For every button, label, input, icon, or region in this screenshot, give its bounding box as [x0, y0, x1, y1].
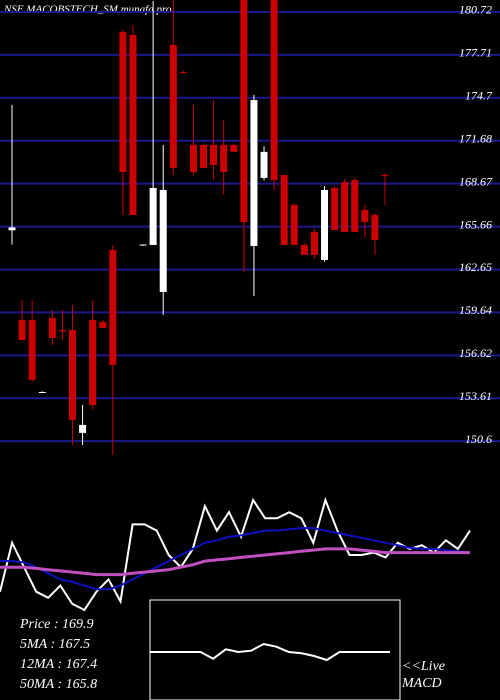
legend-entry: 50MA : 165.8 [20, 677, 97, 692]
candle-body [381, 174, 389, 177]
chart-title: NSE MACOBSTECH_SM munafa.pro [3, 4, 172, 16]
y-tick-label: 180.72 [459, 3, 492, 17]
y-tick-label: 174.7 [465, 89, 493, 103]
candle-body [290, 204, 298, 245]
indicator-line [0, 547, 470, 577]
y-tick-label: 150.6 [465, 432, 492, 446]
y-tick-label: 162.65 [459, 260, 492, 274]
candle-body [89, 319, 97, 405]
candle-body [240, 0, 248, 223]
candle-body [321, 189, 329, 260]
candle-body [149, 187, 157, 245]
y-tick-label: 177.71 [459, 46, 492, 60]
candle-body [8, 227, 16, 231]
candle-body [341, 181, 349, 232]
indicator-line [0, 496, 471, 612]
candle-body [300, 244, 308, 255]
candle-body [361, 209, 369, 223]
y-tick-label: 171.68 [459, 132, 492, 146]
candle-body [159, 189, 167, 292]
y-tick-label: 165.66 [459, 217, 492, 231]
candle-body [109, 249, 117, 365]
candle-body [179, 71, 187, 73]
candle-body [210, 144, 218, 166]
candle-body [28, 319, 36, 380]
macd-box [149, 599, 401, 700]
candle-body [351, 179, 359, 232]
y-tick-label: 156.62 [459, 346, 492, 360]
candle-body [371, 215, 379, 240]
candle-body [119, 31, 127, 172]
candle-body [58, 330, 66, 332]
candle-body [68, 330, 76, 420]
candle-body [139, 244, 147, 246]
candle-body [129, 34, 137, 216]
candle-body [200, 144, 208, 169]
candle-body [260, 151, 268, 178]
legend-entry: 12MA : 167.4 [20, 657, 97, 672]
candle-body [189, 144, 197, 172]
candle-body [169, 45, 177, 169]
candle-body [18, 319, 26, 341]
candle-body [310, 231, 318, 255]
candle-body [280, 174, 288, 245]
y-tick-label: 168.67 [459, 174, 493, 188]
candle-body [230, 144, 238, 152]
legend-entry: Price : 169.9 [19, 617, 93, 632]
macd-label: <<Live [402, 659, 445, 674]
candle-body [250, 100, 258, 246]
candle-body [79, 424, 87, 433]
candle-body [38, 392, 46, 394]
legend-entry: 5MA : 167.5 [20, 637, 90, 652]
candle-body [48, 317, 56, 339]
candle-body [270, 0, 278, 180]
candle-body [331, 187, 339, 230]
candle-body [220, 144, 228, 172]
indicator-line [0, 527, 471, 591]
y-tick-label: 159.64 [459, 303, 492, 317]
macd-label: MACD [401, 676, 442, 691]
y-tick-label: 153.61 [459, 389, 492, 403]
macd-line [150, 642, 390, 662]
candle-body [99, 322, 107, 329]
